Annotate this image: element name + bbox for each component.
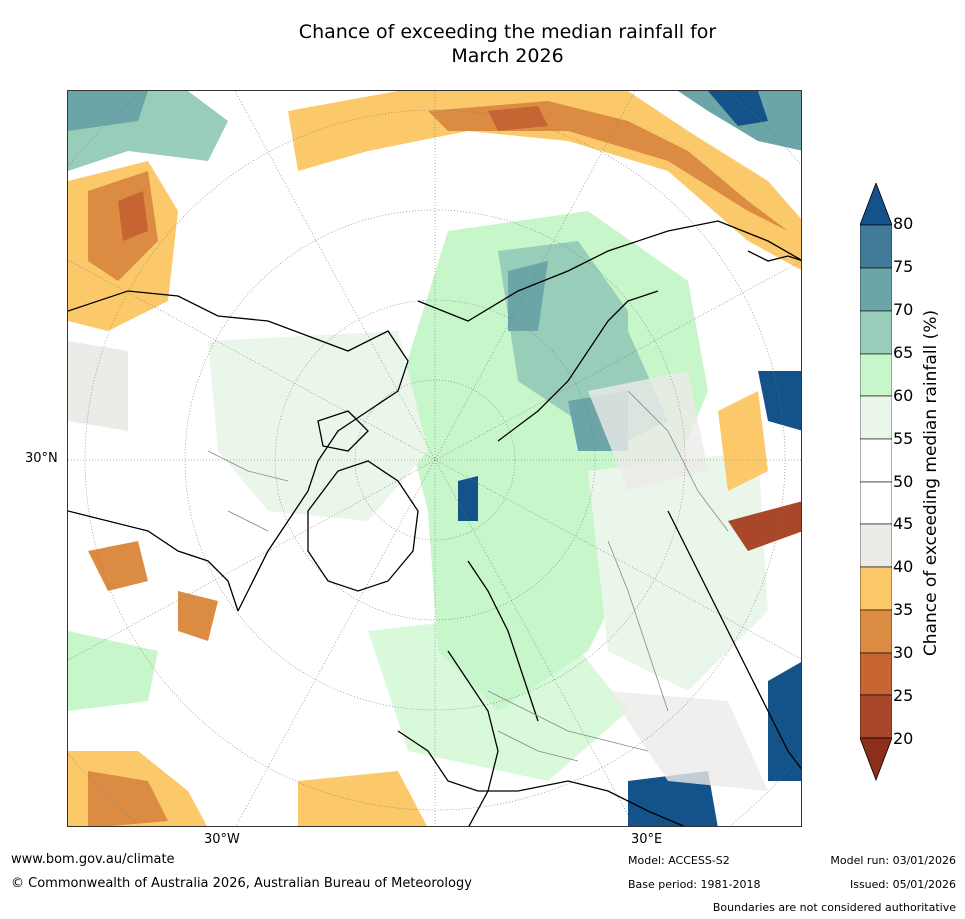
colorbar-band-25-30	[860, 652, 892, 696]
colorbar-label: Chance of exceeding median rainfall (%)	[921, 309, 941, 657]
dry-region-left-core-2	[118, 191, 148, 241]
dry-region-bottom-left-core	[88, 771, 168, 826]
wet-region-center-3	[508, 261, 548, 331]
colorbar-band-60-65	[860, 353, 892, 397]
base-period-text: Base period: 1981-2018	[628, 878, 761, 891]
title-line-2: March 2026	[451, 45, 564, 67]
colorbar-band-65-70	[860, 310, 892, 355]
colorbar-band-35-40	[860, 566, 892, 611]
dry-region-left-low	[88, 541, 148, 591]
title-line-1: Chance of exceeding the median rainfall …	[298, 21, 717, 43]
colorbar-band-75-80	[860, 224, 892, 269]
arctic-islands	[317, 410, 369, 452]
dry-band-top	[288, 91, 801, 270]
north-america-south	[68, 510, 239, 612]
colorbar-extend-low	[860, 737, 892, 781]
colorbar-tick-75: 75	[893, 257, 914, 276]
dry-region-bottom-center	[298, 771, 427, 826]
probability-field	[68, 91, 801, 826]
colorbar-tick-20: 20	[893, 729, 914, 748]
graticule	[68, 91, 801, 826]
dry-region-right	[718, 391, 768, 491]
near-normal-gray-1	[588, 371, 708, 491]
website-link[interactable]: www.bom.gov.au/climate	[11, 852, 175, 867]
greenland-coast	[307, 460, 419, 592]
issued-text: Issued: 05/01/2026	[849, 878, 956, 891]
colorbar-tick-25: 25	[893, 686, 914, 705]
near-normal-gray-3	[608, 691, 768, 791]
asia-east-coast	[667, 510, 801, 770]
colorbar-tick-60: 60	[893, 386, 914, 405]
colorbar-band-30-35	[860, 609, 892, 654]
north-america-coast	[68, 290, 409, 612]
lon-label-30e: 30°E	[631, 832, 663, 847]
light-wet-band	[208, 331, 428, 521]
colorbar-band-40-45	[860, 523, 892, 568]
wet-region-right-mid	[758, 371, 801, 431]
lon-label-30w: 30°W	[204, 832, 240, 847]
colorbar-band-55-60	[860, 395, 892, 440]
country-borders	[207, 390, 729, 762]
wet-region-center	[398, 211, 708, 711]
wet-region-top-left-2	[68, 91, 148, 131]
copyright-text: © Commonwealth of Australia 2026, Austra…	[11, 876, 472, 891]
lat-label-30n: 30°N	[25, 451, 58, 466]
dry-region-left-low-2	[178, 591, 218, 641]
colorbar-extend-high	[860, 183, 892, 226]
wet-core-greenland-sea	[458, 476, 478, 521]
colorbar-tick-50: 50	[893, 472, 914, 491]
colorbar	[860, 183, 892, 781]
dry-core-right	[728, 501, 801, 551]
wet-region-left-mid	[68, 631, 158, 711]
map-canvas	[68, 91, 801, 826]
coastlines	[68, 220, 801, 826]
light-wet-band-2	[588, 451, 768, 691]
colorbar-band-70-75	[860, 267, 892, 312]
colorbar-band-20-25	[860, 694, 892, 739]
model-text: Model: ACCESS-S2	[628, 854, 730, 867]
mediterranean-coast	[397, 730, 685, 826]
disclaimer-text: Boundaries are not considered authoritat…	[712, 901, 956, 914]
colorbar-tick-70: 70	[893, 300, 914, 319]
colorbar-tick-80: 80	[893, 214, 914, 233]
colorbar-tick-35: 35	[893, 600, 914, 619]
colorbar-tick-65: 65	[893, 343, 914, 362]
model-run-text: Model run: 03/01/2026	[830, 854, 956, 867]
near-normal-gray-2	[68, 341, 128, 431]
europe-coast	[447, 650, 499, 826]
colorbar-band-50-55	[860, 438, 892, 483]
dry-band-top-core-2	[488, 106, 548, 131]
wet-region-right-low	[768, 662, 801, 781]
colorbar-tick-30: 30	[893, 643, 914, 662]
colorbar-tick-55: 55	[893, 429, 914, 448]
kamchatka-coast	[747, 250, 801, 262]
rainfall-map	[67, 90, 802, 827]
colorbar-tick-40: 40	[893, 557, 914, 576]
eurasia-north-coast	[417, 220, 801, 322]
colorbar-band-45-50	[860, 481, 892, 525]
colorbar-tick-45: 45	[893, 514, 914, 533]
wet-region-top-right-core	[708, 91, 768, 126]
chart-title: Chance of exceeding the median rainfall …	[0, 20, 965, 68]
scandinavia-coast	[467, 560, 539, 722]
dry-band-top-core	[428, 101, 788, 231]
siberia-coast	[497, 290, 659, 442]
